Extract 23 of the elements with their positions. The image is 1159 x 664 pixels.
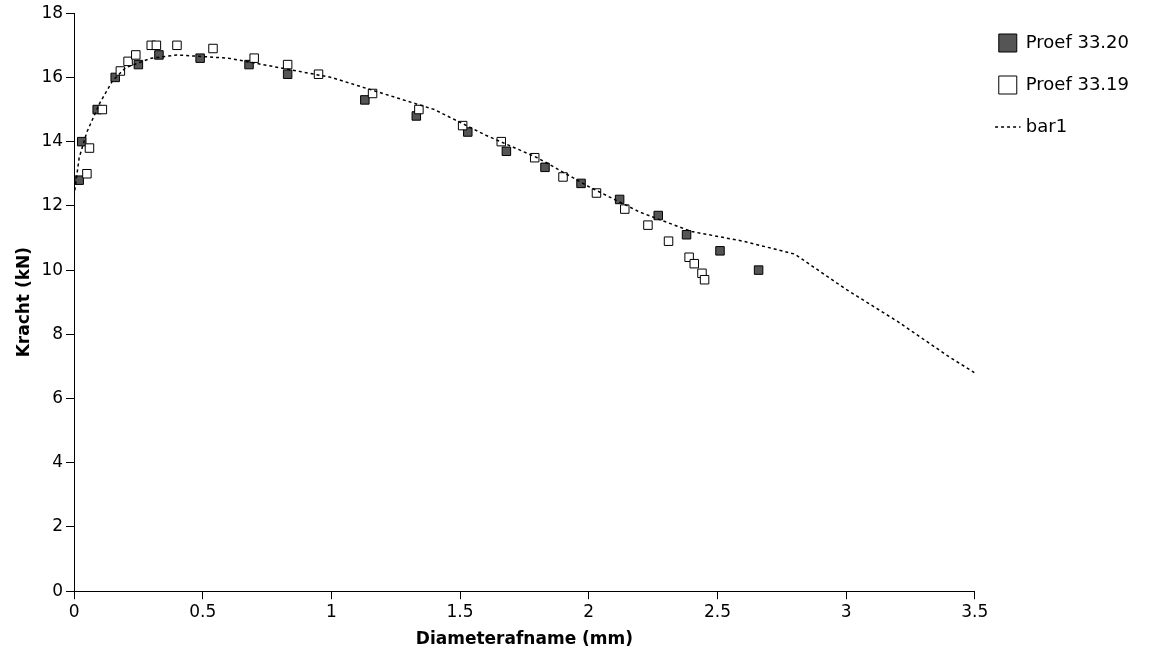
x-tick-label: 0.5 [189,600,217,621]
x-tick-label: 1 [325,600,337,621]
x-tick-label: 0 [68,600,80,621]
y-tick-label: 10 [41,258,64,279]
y-tick-label: 0 [52,579,64,600]
x-tick-label: 2.5 [703,600,731,621]
y-tick-label: 16 [41,65,64,86]
y-tick-label: 6 [52,386,64,407]
y-tick-label: 8 [52,322,64,343]
x-tick-label: 2 [583,600,595,621]
y-tick-label: 12 [41,194,64,215]
y-axis-title: Kracht (kN) [12,247,33,358]
legend-label: Proef 33.20 [1025,30,1129,52]
legend-label: Proef 33.19 [1025,72,1129,94]
x-axis-title: Diameterafname (mm) [415,628,634,649]
x-tick-label: 3.5 [961,600,989,621]
y-tick-label: 2 [52,515,64,536]
y-tick-label: 14 [41,130,64,151]
x-tick-label: 3 [840,600,852,621]
legend-label: bar1 [1025,114,1068,136]
y-tick-label: 18 [41,1,64,22]
y-tick-label: 4 [52,451,64,472]
x-tick-label: 1.5 [446,600,474,621]
